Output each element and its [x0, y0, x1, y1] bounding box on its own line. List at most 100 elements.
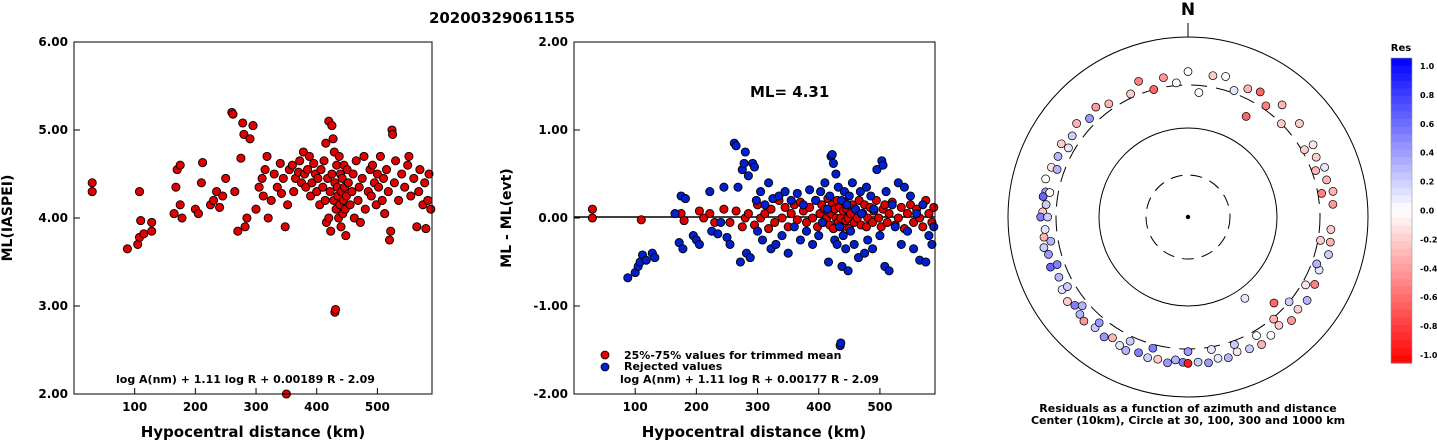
left-point-s0-83 [327, 169, 337, 179]
middle-xtick-label-4: 500 [867, 400, 892, 414]
polar-station-69 [1126, 89, 1135, 99]
colorbar-cell-3 [1391, 80, 1412, 90]
middle-point-s0-94 [929, 202, 939, 212]
left-point-s0-31 [238, 118, 248, 128]
ring-30km [1145, 174, 1231, 260]
middle-point-s1-85 [850, 204, 861, 214]
middle-point-s0-23 [777, 213, 787, 223]
middle-point-s1-80 [843, 266, 853, 276]
polar-station-94 [1300, 145, 1309, 155]
left-point-s0-13 [175, 200, 185, 210]
left-point-s0-2 [122, 244, 132, 254]
colorbar-cell-26 [1391, 256, 1412, 265]
left-points [87, 107, 436, 399]
left-point-s0-156 [424, 169, 434, 179]
left-point-s0-52 [283, 200, 293, 210]
left-point-s0-54 [287, 160, 297, 170]
polar-station-80 [1094, 318, 1104, 328]
middle-point-s0-11 [731, 206, 741, 216]
middle-point-s1-114 [924, 231, 934, 241]
left-point-s0-79 [324, 213, 334, 223]
polar-caption-line2: Center (10km), Circle at 30, 100, 300 an… [1031, 414, 1345, 427]
middle-point-s1-65 [827, 150, 837, 160]
left-ytick-label-2: 4.00 [38, 211, 68, 225]
polar-station-43 [1193, 357, 1203, 367]
polar-station-51 [1274, 320, 1284, 330]
polar-station-86 [1252, 331, 1261, 340]
polar-station-21 [1039, 232, 1049, 242]
colorbar-cell-5 [1391, 96, 1412, 105]
middle-point-s1-90 [861, 182, 872, 192]
left-point-s0-147 [406, 191, 416, 201]
middle-point-s1-107 [902, 226, 913, 236]
middle-point-s1-94 [869, 204, 879, 214]
middle-point-s1-25 [733, 182, 743, 192]
middle-point-s1-87 [855, 187, 865, 197]
polar-station-67 [1149, 85, 1159, 94]
middle-point-s1-44 [774, 191, 784, 201]
left-point-s0-60 [298, 147, 308, 157]
middle-point-s1-37 [756, 187, 766, 197]
left-point-s0-124 [366, 191, 376, 201]
polar-station-97 [1229, 86, 1239, 95]
middle-point-s0-20 [766, 204, 776, 214]
middle-y-axis-label: ML - ML(evt) [499, 168, 515, 267]
middle-point-s0-0 [587, 204, 597, 214]
left-point-s0-145 [403, 160, 413, 170]
middle-xtick-label-1: 200 [684, 400, 709, 414]
middle-point-s1-70 [833, 182, 843, 192]
polar-station-96 [1261, 101, 1271, 111]
colorbar-tick-8: -0.6 [1420, 293, 1437, 302]
colorbar-tick-10: -1.0 [1420, 351, 1437, 360]
colorbar-cell-39 [1391, 355, 1412, 364]
polar-station-90 [1312, 259, 1322, 269]
left-point-s0-11 [171, 182, 181, 192]
left-point-s0-9 [147, 226, 157, 236]
middle-point-s1-66 [828, 158, 838, 168]
left-point-s0-10 [169, 209, 179, 219]
polar-station-87 [1269, 314, 1279, 324]
polar-station-37 [1143, 353, 1153, 363]
polar-station-29 [1075, 309, 1085, 319]
left-point-s0-157 [426, 204, 436, 214]
colorbar-cell-7 [1391, 111, 1412, 120]
colorbar-cell-28 [1391, 271, 1412, 280]
polar-station-30 [1079, 316, 1089, 326]
left-point-s0-155 [423, 195, 433, 205]
left-point-s0-121 [360, 204, 370, 214]
middle-legend: 25%-75% values for trimmed mean Rejected… [600, 349, 841, 373]
left-point-s0-154 [421, 224, 431, 234]
polar-station-17 [1041, 200, 1051, 209]
left-point-s0-132 [378, 173, 389, 183]
left-point-s0-49 [278, 173, 288, 183]
colorbar-cell-32 [1391, 302, 1412, 311]
polar-station-57 [1324, 250, 1333, 259]
left-point-s0-24 [218, 191, 228, 201]
colorbar-cell-18 [1391, 195, 1412, 204]
left-point-s0-63 [303, 165, 313, 175]
polar-station-47 [1232, 347, 1242, 357]
polar-station-93 [1311, 166, 1320, 175]
middle-x-axis-label: Hypocentral distance (km) [642, 423, 867, 441]
middle-point-s1-52 [798, 200, 808, 210]
colorbar-tick-1: 0.8 [1420, 91, 1435, 100]
middle-point-s1-11 [678, 244, 688, 254]
left-point-s0-29 [233, 226, 243, 236]
left-point-s0-116 [353, 195, 363, 205]
left-point-s0-40 [258, 191, 268, 201]
colorbar-cell-29 [1391, 279, 1412, 288]
left-point-s0-128 [372, 169, 382, 179]
middle-point-s1-46 [780, 187, 790, 197]
polar-station-59 [1326, 225, 1336, 234]
middle-point-s1-81 [844, 191, 854, 201]
middle-point-s0-71 [868, 217, 878, 227]
left-point-s0-84 [327, 121, 337, 131]
left-point-s0-47 [275, 158, 285, 168]
middle-point-s1-88 [857, 209, 867, 219]
middle-point-s0-12 [737, 222, 747, 232]
left-point-s0-141 [391, 156, 401, 166]
polar-station-10 [1067, 131, 1077, 141]
left-point-s0-129 [374, 182, 384, 192]
polar-station-48 [1245, 344, 1254, 354]
left-point-s0-6 [136, 216, 146, 226]
